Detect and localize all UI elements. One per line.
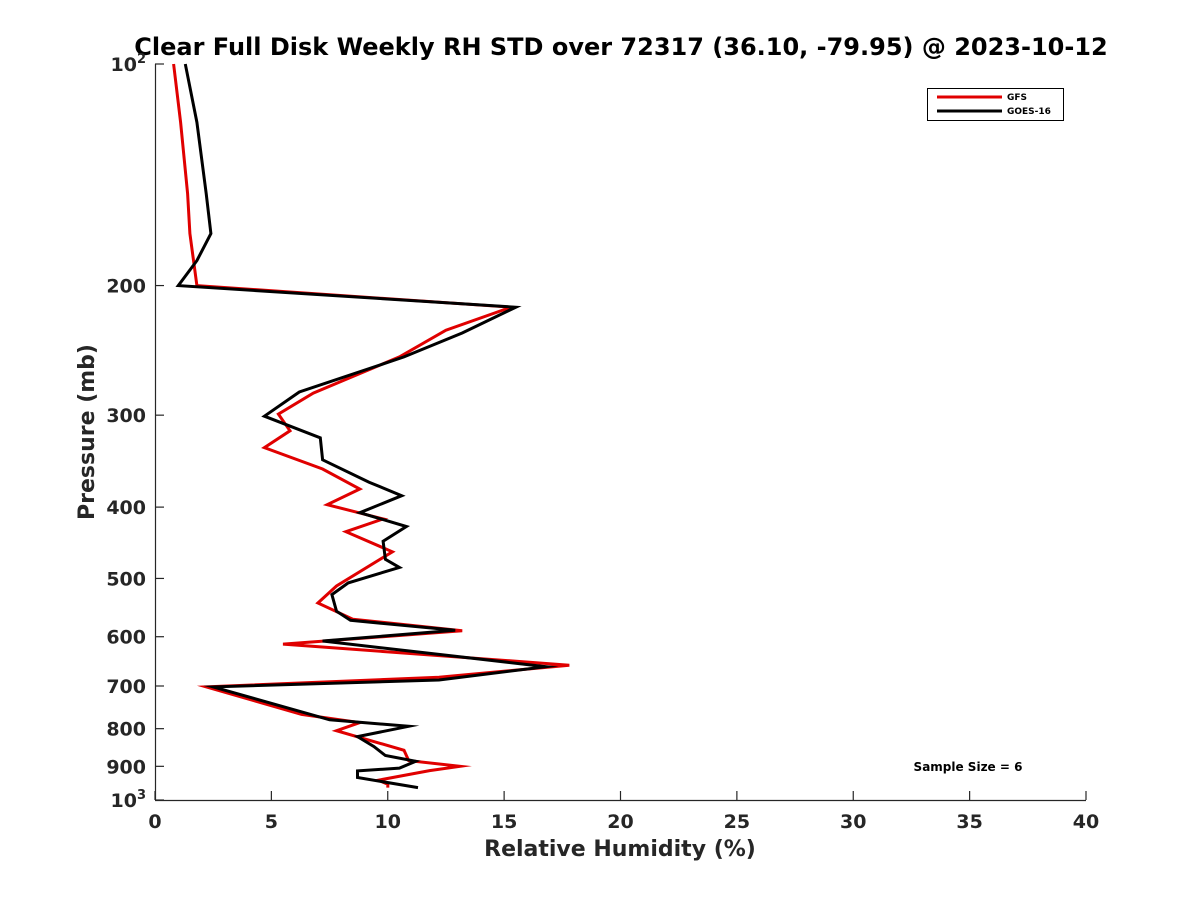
y-tick-label: 103 <box>111 788 147 812</box>
y-tick-label: 300 <box>106 405 146 427</box>
legend-box <box>927 88 1064 121</box>
x-tick-label: 5 <box>265 811 278 833</box>
sample-size-annotation: Sample Size = 6 <box>914 760 1023 774</box>
x-tick-label: 40 <box>1073 811 1099 833</box>
x-tick-label: 25 <box>724 811 750 833</box>
legend-label: GOES-16 <box>1007 107 1051 117</box>
x-tick-label: 15 <box>491 811 517 833</box>
x-tick-label: 10 <box>375 811 401 833</box>
x-tick-label: 35 <box>956 811 982 833</box>
y-tick-label: 400 <box>106 497 146 519</box>
y-axis-label: Pressure (mb) <box>75 344 100 520</box>
x-tick-label: 0 <box>148 811 161 833</box>
x-tick-label: 30 <box>840 811 866 833</box>
plot-lines <box>172 63 570 790</box>
y-tick-label: 200 <box>106 276 146 298</box>
y-tick-label: 800 <box>106 719 146 741</box>
x-ticks: 0 5 10 15 20 25 30 35 40 <box>148 791 1099 833</box>
series-line-gfs <box>172 63 570 788</box>
y-tick-label: 600 <box>106 627 146 649</box>
legend: GFS GOES-16 <box>927 88 1064 121</box>
y-tick-label: 900 <box>106 756 146 778</box>
y-ticks: 102 200 300 400 500 600 700 800 900 103 <box>106 52 164 812</box>
y-tick-label: 500 <box>106 568 146 590</box>
series-line-goes-16 <box>175 63 559 790</box>
legend-label: GFS <box>1007 93 1027 103</box>
chart-title: Clear Full Disk Weekly RH STD over 72317… <box>134 33 1107 61</box>
y-tick-label: 102 <box>111 52 147 76</box>
y-tick-label: 700 <box>106 676 146 698</box>
x-axis-label: Relative Humidity (%) <box>484 837 756 862</box>
x-tick-label: 20 <box>607 811 633 833</box>
